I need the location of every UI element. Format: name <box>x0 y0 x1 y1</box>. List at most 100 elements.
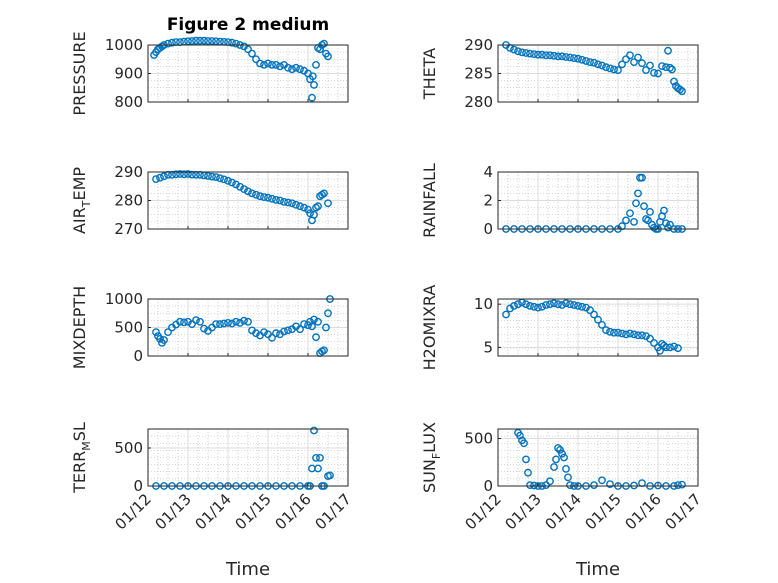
y-tick-label: 285 <box>464 65 493 83</box>
data-point <box>216 320 224 328</box>
data-point <box>594 60 602 69</box>
data-point <box>610 65 618 74</box>
data-point <box>670 342 678 351</box>
data-point <box>554 444 562 452</box>
data-point <box>522 455 530 464</box>
data-point <box>564 473 572 482</box>
axes-frame <box>147 428 349 487</box>
data-point <box>666 63 674 72</box>
data-point <box>534 303 542 312</box>
y-tick-label: 0 <box>133 477 143 495</box>
data-point <box>566 53 574 62</box>
data-point <box>556 445 564 454</box>
data-point <box>312 453 320 462</box>
data-point <box>208 37 216 45</box>
data-point <box>252 190 260 199</box>
data-point <box>164 328 172 336</box>
data-point <box>308 322 316 331</box>
data-point <box>252 329 260 338</box>
data-point <box>654 69 662 78</box>
data-point <box>598 320 606 329</box>
data-point <box>232 180 240 189</box>
data-point <box>638 59 646 68</box>
data-point <box>594 315 602 324</box>
y-tick-label: 280 <box>114 192 143 210</box>
data-point <box>514 47 522 56</box>
y-tick-label: 800 <box>114 93 143 111</box>
data-point <box>184 317 192 326</box>
data-point <box>554 300 562 309</box>
data-point <box>240 185 248 194</box>
data-point <box>570 301 578 309</box>
data-point <box>204 37 212 45</box>
y-axis-label: H2OMIXRA <box>420 285 439 371</box>
data-point <box>152 328 160 336</box>
data-point <box>674 481 682 489</box>
data-point <box>276 196 284 205</box>
data-point <box>618 60 626 69</box>
data-point <box>514 300 522 309</box>
axes-frame <box>497 428 699 487</box>
data-point <box>646 334 654 343</box>
data-point <box>172 170 180 179</box>
data-point <box>670 77 678 86</box>
data-point <box>516 431 524 440</box>
data-point <box>176 170 184 178</box>
x-axis-label: Time <box>575 559 620 580</box>
x-tick-label: 01/17 <box>662 490 705 533</box>
y-tick-label: 4 <box>483 163 493 181</box>
y-tick-label: 0 <box>133 347 143 365</box>
data-point <box>606 64 614 73</box>
data-point <box>156 334 164 343</box>
y-tick-label: 900 <box>114 65 143 83</box>
data-point <box>308 93 316 102</box>
data-point <box>590 481 598 489</box>
data-point <box>578 55 586 64</box>
data-point <box>634 53 642 62</box>
data-point <box>236 318 244 327</box>
data-point <box>184 170 192 178</box>
data-point <box>630 58 638 66</box>
data-point <box>156 173 164 182</box>
data-point <box>296 65 304 74</box>
y-tick-label: 500 <box>114 319 143 337</box>
data-point <box>638 331 646 340</box>
data-point <box>626 209 634 218</box>
data-point <box>228 319 236 328</box>
data-point <box>252 55 260 64</box>
data-point <box>582 57 590 65</box>
data-point <box>538 50 546 59</box>
data-point <box>260 328 268 336</box>
data-point <box>200 324 208 333</box>
data-point <box>180 170 188 179</box>
x-tick-label: 01/14 <box>542 490 585 533</box>
data-point <box>324 52 332 61</box>
data-point <box>656 346 664 355</box>
y-tick-label: 10 <box>474 295 493 313</box>
data-point <box>546 51 554 60</box>
data-point <box>626 329 634 338</box>
y-tick-label: 270 <box>114 220 143 238</box>
data-point <box>200 36 208 45</box>
data-point <box>614 328 622 337</box>
data-point <box>244 317 252 326</box>
x-tick-label: 01/13 <box>502 490 545 533</box>
data-point <box>244 187 252 196</box>
data-point <box>216 174 224 183</box>
data-point <box>312 61 320 69</box>
data-point <box>160 336 168 344</box>
panel-theta: 280 285 290 THETA <box>420 36 699 111</box>
y-axis-label: THETA <box>420 48 439 100</box>
data-point <box>622 55 630 64</box>
panel-h2omixra: 5 10 H2OMIXRA <box>420 285 699 371</box>
data-point <box>666 220 674 229</box>
data-point <box>510 45 518 54</box>
data-point <box>310 315 318 324</box>
data-point <box>326 471 334 480</box>
data-point <box>622 330 630 339</box>
x-tick-label: 01/12 <box>112 490 155 533</box>
data-point <box>660 206 668 215</box>
data-point <box>188 37 196 45</box>
data-point <box>630 330 638 339</box>
data-point <box>662 219 670 228</box>
